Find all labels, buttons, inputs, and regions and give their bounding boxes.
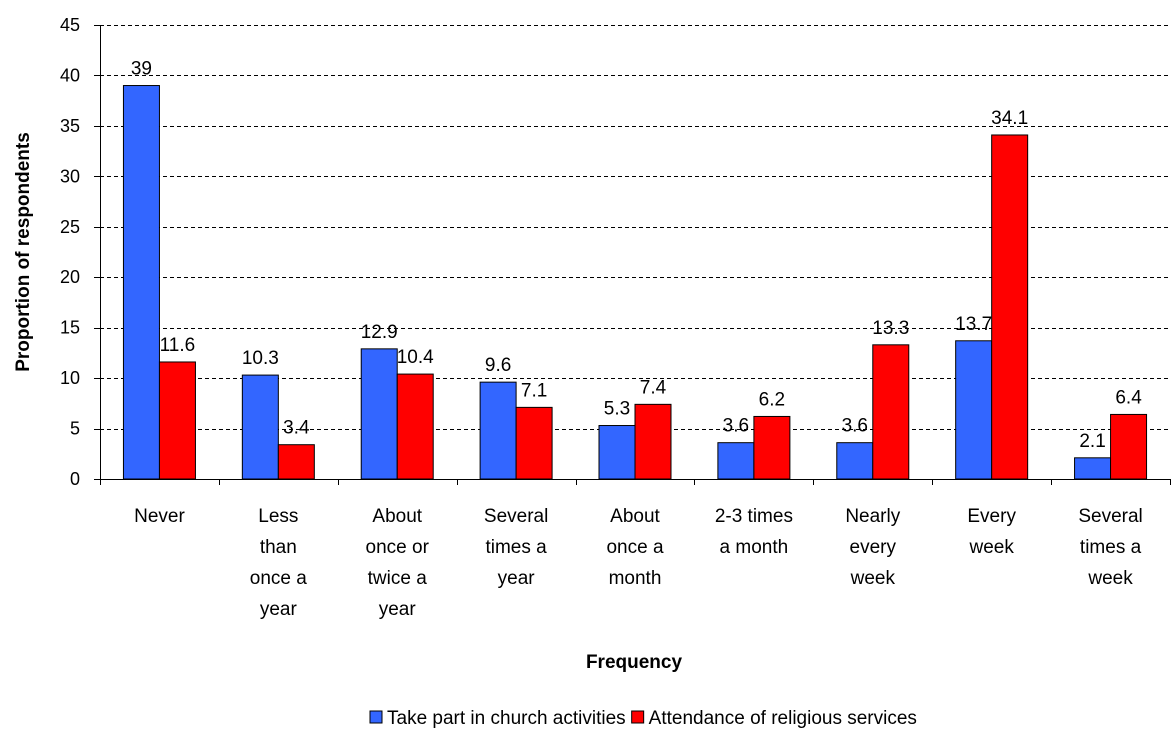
x-category-label: About once a month [606, 506, 663, 589]
data-label: 9.6 [485, 355, 511, 376]
bars [122, 85, 1148, 480]
data-label: 12.9 [361, 322, 398, 343]
data-label: 10.3 [242, 348, 279, 369]
y-tick-label: 20 [60, 267, 80, 287]
x-category-label: About once or twice a year [366, 506, 430, 620]
data-label: 5.3 [604, 399, 630, 420]
data-labels: 39 10.3 12.9 9.6 5.3 3.6 3.6 13.7 2.1 11.6 3.4 10.4… [131, 59, 1142, 452]
data-label: 13.7 [955, 314, 992, 335]
data-label: 11.6 [160, 335, 196, 356]
data-label: 39 [131, 59, 152, 80]
y-tick-label: 35 [60, 116, 80, 136]
data-label: 3.6 [723, 416, 749, 437]
x-category-label: 2-3 times a month [715, 506, 793, 558]
bar-religious-services [396, 373, 434, 480]
x-category-label: Less than once a year [250, 506, 307, 620]
bar-church-activities [360, 348, 398, 480]
bar-religious-services [872, 344, 910, 480]
bar-church-activities [598, 425, 636, 480]
x-category-label: Several times a year [484, 506, 548, 589]
legend-label: Take part in church activities [387, 708, 626, 729]
bar-religious-services [515, 406, 553, 480]
y-tick-label: 15 [60, 318, 80, 338]
bar-church-activities [241, 374, 279, 480]
bar-church-activities [717, 442, 755, 480]
data-label: 3.6 [842, 416, 868, 437]
y-tick-label: 30 [60, 166, 80, 186]
bar-religious-services [1110, 413, 1148, 480]
legend-swatch [631, 710, 645, 724]
data-label: 10.4 [397, 347, 434, 368]
y-tick-label: 25 [60, 217, 80, 237]
y-axis-title: Proportion of respondents [13, 132, 34, 372]
x-category-label: Nearly every week [845, 506, 900, 589]
bar-church-activities [955, 340, 993, 480]
x-category-label: Every week [967, 506, 1016, 558]
y-tick-label: 45 [60, 15, 80, 35]
x-category-label: Never [134, 506, 185, 527]
bar-church-activities [122, 85, 160, 480]
y-tick-label: 5 [70, 419, 80, 439]
legend-label: Attendance of religious services [649, 708, 917, 729]
data-label: 7.4 [640, 377, 667, 398]
bar-church-activities [1074, 457, 1112, 480]
legend: Take part in church activities Attendance… [369, 708, 917, 729]
data-label: 13.3 [872, 318, 909, 339]
x-axis-title: Frequency [586, 652, 683, 673]
y-tick-label: 10 [60, 368, 80, 388]
bar-religious-services [753, 415, 791, 480]
axes [94, 25, 1171, 485]
data-label: 7.1 [521, 380, 547, 401]
x-category-labels: Never Less than once a year About once or twice… [134, 506, 1143, 620]
data-label: 6.4 [1115, 387, 1142, 408]
data-label: 3.4 [283, 418, 310, 439]
data-label: 34.1 [991, 108, 1028, 129]
data-label: 2.1 [1079, 431, 1105, 452]
y-tick-label: 40 [60, 65, 80, 85]
bar-religious-services [991, 134, 1029, 480]
bar-religious-services [634, 403, 672, 480]
bar-religious-services [158, 361, 196, 480]
legend-swatch [369, 710, 383, 724]
bar-church-activities [836, 442, 874, 480]
bar-religious-services [277, 444, 315, 480]
x-category-label: Several times a week [1078, 506, 1142, 589]
data-label: 6.2 [759, 389, 785, 410]
y-tick-labels: 0 5 10 15 20 25 30 35 40 45 [60, 15, 80, 489]
y-tick-label: 0 [70, 469, 80, 489]
bar-church-activities [479, 381, 517, 480]
